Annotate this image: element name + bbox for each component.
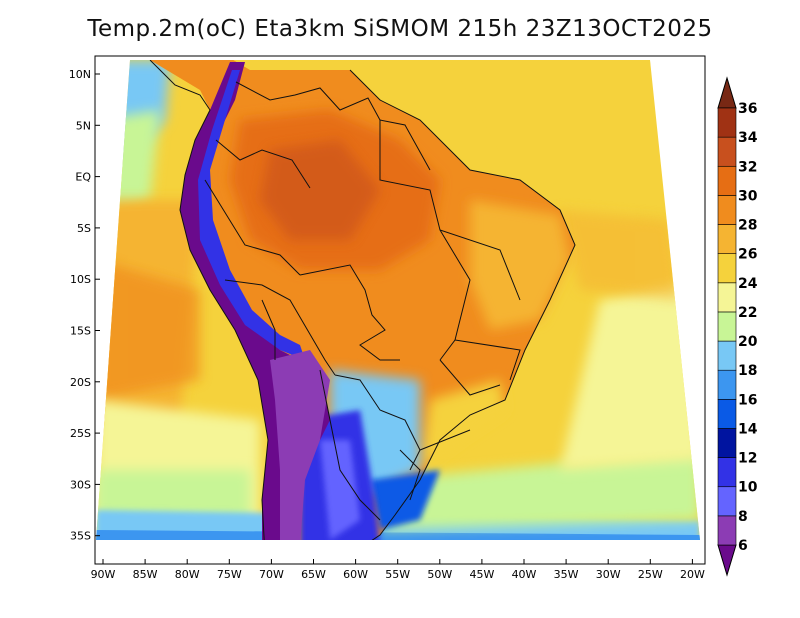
colorbar-label: 6 — [738, 538, 748, 554]
colorbar-swatch — [717, 399, 737, 429]
colorbar-swatch — [717, 428, 737, 458]
lat-tick-label: 10S — [70, 273, 91, 286]
lon-tick-label: 30W — [596, 568, 621, 581]
lon-tick-label: 80W — [175, 568, 200, 581]
lat-tick-label: 5S — [77, 222, 91, 235]
colorbar-swatch — [717, 340, 737, 371]
colorbar-swatch — [717, 107, 737, 138]
colorbar-swatch — [717, 369, 737, 400]
lat-tick-label: 20S — [70, 376, 91, 389]
lon-tick-label: 40W — [512, 568, 537, 581]
colorbar-min-triangle — [717, 544, 737, 577]
colorbar-swatch — [717, 515, 737, 546]
colorbar-label: 14 — [738, 421, 758, 437]
lon-tick-label: 70W — [259, 568, 284, 581]
lon-tick-label: 45W — [469, 568, 494, 581]
colorbar-label: 30 — [738, 188, 758, 204]
colorbar-label: 24 — [738, 276, 758, 292]
lon-tick-label: 90W — [91, 568, 116, 581]
lon-tick-label: 65W — [301, 568, 326, 581]
colorbar-label: 32 — [738, 159, 757, 175]
colorbar-swatch — [717, 282, 737, 313]
colorbar-swatch — [717, 224, 737, 254]
colorbar-label: 20 — [738, 334, 758, 350]
temperature-field — [96, 60, 700, 540]
lat-tick-label: 10N — [69, 68, 91, 81]
colorbar-swatch — [717, 195, 737, 225]
colorbar-label: 34 — [738, 130, 758, 146]
lon-tick-label: 25W — [638, 568, 663, 581]
coastline — [149, 60, 576, 540]
colorbar-label: 18 — [738, 363, 757, 379]
colorbar-label: 28 — [738, 218, 757, 234]
lon-tick-label: 35W — [554, 568, 579, 581]
map-title: Temp.2m(oC) Eta3km SiSMOM 215h 23Z13OCT2… — [87, 16, 713, 42]
latitude-axis: 10N 5N EQ 5S 10S 15S 20S 25S 30S 35S — [69, 68, 100, 543]
lat-tick-label: 35S — [70, 530, 91, 543]
lon-tick-label: 55W — [385, 568, 410, 581]
country-borders — [204, 81, 521, 521]
colorbar-max-triangle — [717, 76, 737, 109]
colorbar-swatch — [717, 457, 737, 488]
lon-tick-label: 75W — [217, 568, 242, 581]
lat-tick-label: 15S — [70, 325, 91, 338]
longitude-axis: 90W 85W 80W 75W 70W 65W 60W 55W 50W 45W 40W 35W 30W 2… — [91, 559, 705, 581]
colorbar-label: 10 — [738, 480, 758, 496]
colorbar-swatch — [717, 311, 737, 342]
colorbar-label: 26 — [738, 247, 757, 263]
lon-tick-label: 20W — [680, 568, 705, 581]
lat-tick-label: 5N — [76, 119, 91, 132]
colorbar-swatch — [717, 165, 737, 196]
colorbar-label: 22 — [738, 305, 757, 321]
colorbar-label: 8 — [738, 509, 748, 525]
colorbar-swatch — [717, 253, 737, 284]
lat-tick-label: EQ — [75, 171, 91, 184]
colorbar-swatch — [717, 486, 737, 517]
colorbar: 6 8 10 12 14 16 18 20 22 24 26 28 30 32 34 36 — [717, 76, 758, 577]
colorbar-label: 16 — [738, 392, 757, 408]
colorbar-swatch — [717, 136, 737, 167]
lat-tick-label: 30S — [70, 478, 91, 491]
lon-tick-label: 60W — [343, 568, 368, 581]
colorbar-label: 36 — [738, 101, 757, 117]
lat-tick-label: 25S — [70, 427, 91, 440]
lon-tick-label: 50W — [427, 568, 452, 581]
colorbar-label: 12 — [738, 451, 757, 467]
lon-tick-label: 85W — [133, 568, 158, 581]
